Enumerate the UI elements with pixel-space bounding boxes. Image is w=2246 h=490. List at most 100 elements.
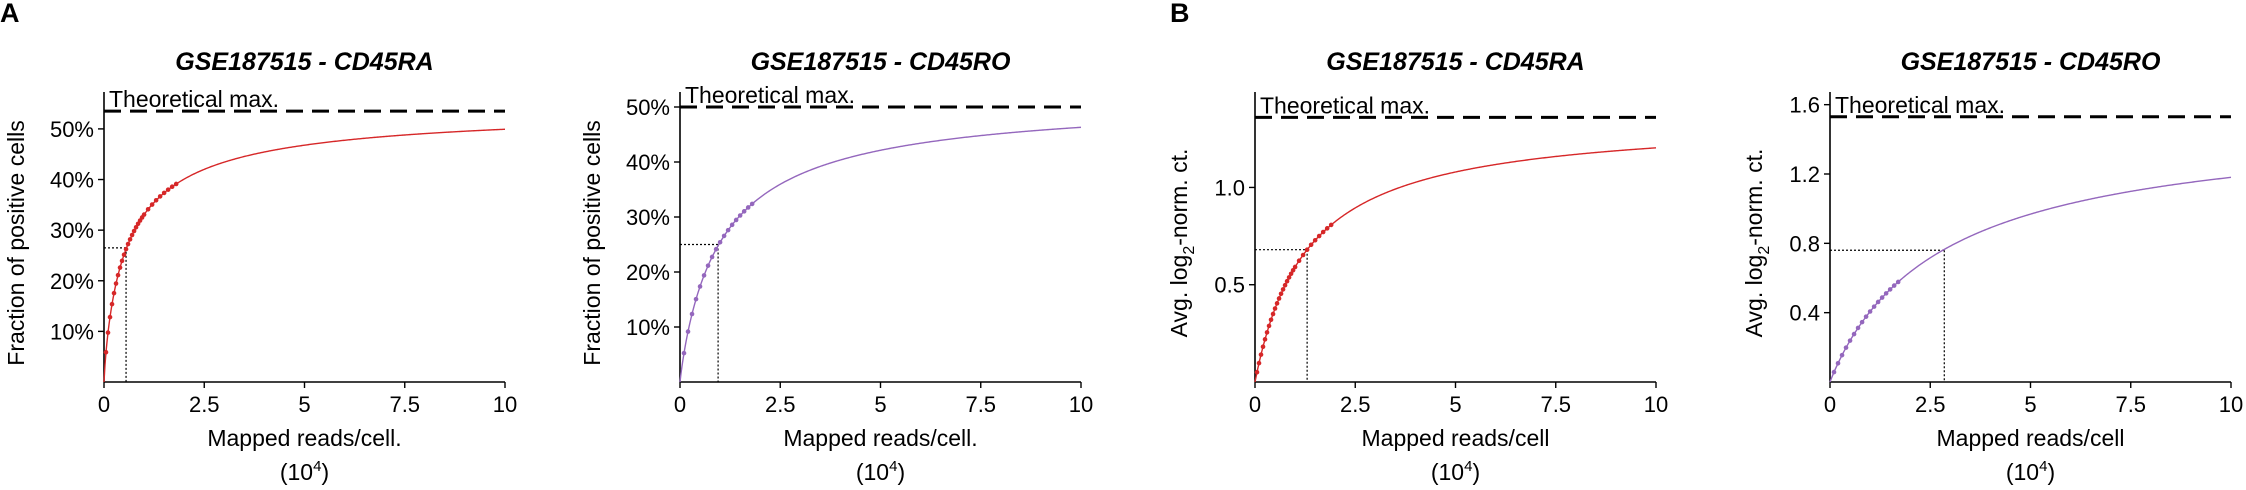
- data-point: [145, 206, 151, 212]
- y-tick-label: 20%: [50, 269, 94, 294]
- y-tick-label: 40%: [50, 168, 94, 193]
- theoretical-max-label: Theoretical max.: [109, 86, 279, 112]
- data-point: [1288, 271, 1294, 277]
- data-point: [1292, 264, 1298, 270]
- saturation-curve: [1829, 176, 2232, 383]
- data-point: [157, 194, 163, 199]
- saturation-curve: [1254, 147, 1657, 383]
- x-unit-close: ): [321, 459, 329, 485]
- x-unit-base: (10: [856, 459, 889, 485]
- y-tick-label: 1.2: [1789, 162, 1820, 187]
- x-tick-label: 7.5: [1540, 392, 1571, 417]
- y-label-suffix: -norm. ct.: [1741, 149, 1767, 246]
- data-point: [1282, 282, 1288, 288]
- data-point: [1268, 317, 1274, 323]
- data-point: [1316, 233, 1322, 239]
- data-point: [169, 184, 175, 190]
- y-axis-label: Fraction of positive cells: [579, 120, 605, 365]
- data-point: [1296, 258, 1302, 264]
- data-point: [141, 212, 147, 217]
- data-point: [1324, 226, 1330, 231]
- data-point: [1290, 267, 1296, 273]
- data-point: [1847, 338, 1853, 343]
- y-tick-label: 20%: [626, 260, 670, 285]
- y-tick-label: 50%: [50, 117, 94, 142]
- x-tick-label: 2.5: [1915, 392, 1946, 417]
- x-tick-label: 10: [1644, 392, 1668, 417]
- x-unit-base: (10: [1431, 459, 1464, 485]
- x-unit-base: (10: [280, 459, 313, 485]
- chart-4: GSE187515 - CD45RO 0 2.5 5 7.5 10 0.4 0.8 1.2 1.6…: [1741, 48, 2243, 485]
- data-point: [1851, 331, 1857, 337]
- y-label-suffix: -norm. ct.: [1166, 149, 1192, 246]
- data-point: [127, 237, 133, 242]
- data-point: [111, 290, 117, 296]
- data-point: [115, 272, 121, 278]
- y-tick-label: 30%: [50, 218, 94, 243]
- x-unit-base: (10: [2006, 459, 2039, 485]
- y-tick-label: 10%: [626, 315, 670, 340]
- data-point: [717, 239, 723, 245]
- data-point: [1895, 279, 1901, 285]
- y-tick-label: 0.4: [1789, 301, 1820, 326]
- data-point: [1270, 311, 1276, 317]
- data-point: [149, 202, 155, 207]
- saturation-curve: [679, 126, 1082, 383]
- x-unit-close: ): [2047, 459, 2055, 485]
- x-tick-label: 2.5: [1340, 392, 1371, 417]
- data-point: [1254, 369, 1260, 375]
- data-point: [745, 205, 751, 210]
- y-label-main: Fraction of positive cells: [3, 120, 29, 365]
- data-point: [693, 296, 699, 302]
- x-unit-exponent: 4: [889, 458, 897, 475]
- x-axis-unit: (104): [856, 458, 905, 485]
- data-point: [1274, 301, 1280, 306]
- data-point: [165, 187, 171, 192]
- data-point: [737, 213, 743, 218]
- x-unit-exponent: 4: [1464, 458, 1472, 475]
- saturation-curve: [103, 128, 506, 383]
- data-point: [1835, 360, 1841, 366]
- x-axis-unit: (104): [1431, 458, 1480, 485]
- x-tick-label: 0: [1249, 392, 1261, 417]
- y-label-subscript: 2: [1756, 246, 1773, 255]
- data-point: [741, 209, 747, 214]
- y-tick-label: 10%: [50, 319, 94, 344]
- x-unit-close: ): [897, 459, 905, 485]
- data-point: [125, 241, 131, 247]
- data-point: [1312, 237, 1318, 243]
- x-tick-label: 5: [298, 392, 310, 417]
- data-point: [1276, 296, 1282, 301]
- data-point: [1264, 330, 1270, 335]
- data-point: [1883, 291, 1889, 296]
- data-point: [1871, 304, 1877, 309]
- data-point: [709, 254, 715, 260]
- y-tick-label: 40%: [626, 150, 670, 175]
- chart-1: GSE187515 - CD45RA 0 2.5 5 7.5 10 10% 20% 30% 40%…: [3, 48, 517, 485]
- x-tick-label: 7.5: [2115, 392, 2146, 417]
- x-unit-exponent: 4: [313, 458, 321, 475]
- y-axis-label: Avg. log2-norm. ct.: [1166, 149, 1198, 338]
- data-point: [1831, 369, 1837, 375]
- theoretical-max-label: Theoretical max.: [1835, 92, 2005, 118]
- data-point: [109, 301, 115, 307]
- x-unit-close: ): [1472, 459, 1480, 485]
- data-point: [1280, 287, 1286, 292]
- data-point: [1891, 283, 1897, 288]
- data-point: [1272, 306, 1278, 311]
- data-point: [153, 197, 159, 203]
- x-unit-exponent: 4: [2039, 458, 2047, 475]
- x-tick-label: 7.5: [965, 392, 996, 417]
- data-point: [681, 350, 687, 356]
- data-point: [133, 224, 139, 230]
- data-point: [173, 181, 179, 187]
- data-point: [1855, 325, 1861, 331]
- x-tick-label: 5: [1449, 392, 1461, 417]
- data-point: [1266, 323, 1272, 329]
- data-point: [1875, 299, 1881, 305]
- y-tick-label: 30%: [626, 205, 670, 230]
- x-axis-label: Mapped reads/cell: [1937, 425, 2125, 451]
- x-tick-label: 5: [2024, 392, 2036, 417]
